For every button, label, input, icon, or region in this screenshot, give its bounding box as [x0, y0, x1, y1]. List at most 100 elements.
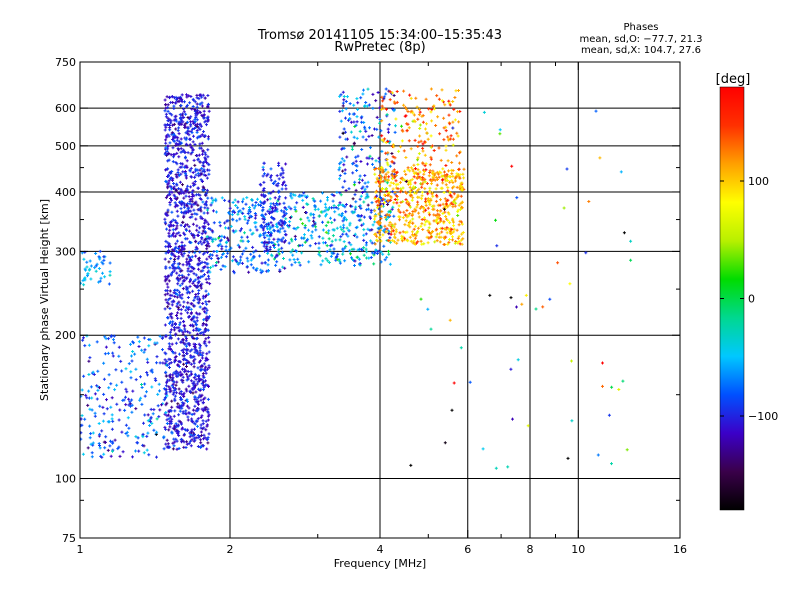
scatter-point: [192, 355, 196, 359]
scatter-point: [361, 135, 365, 139]
scatter-point: [261, 217, 265, 221]
scatter-point: [388, 98, 392, 102]
scatter-point: [326, 220, 330, 224]
scatter-point: [204, 428, 208, 432]
scatter-point: [361, 92, 365, 96]
scatter-point: [155, 417, 159, 421]
scatter-point: [185, 337, 188, 341]
scatter-point: [450, 172, 454, 176]
scatter-point: [177, 140, 181, 144]
scatter-point: [179, 202, 183, 206]
scatter-point: [93, 411, 97, 415]
scatter-point: [184, 172, 188, 176]
scatter-point: [167, 249, 171, 252]
scatter-point: [413, 207, 417, 211]
scatter-point: [80, 431, 83, 435]
scatter-point: [392, 201, 396, 205]
scatter-point: [389, 196, 393, 200]
scatter-point: [293, 208, 297, 211]
scatter-point: [341, 104, 345, 108]
scatter-point: [174, 429, 178, 433]
scatter-point: [269, 175, 272, 179]
scatter-point: [301, 205, 305, 209]
scatter-point: [112, 338, 115, 342]
scatter-point: [163, 358, 167, 362]
scatter-point: [101, 419, 105, 423]
scatter-point: [199, 209, 203, 213]
scatter-point: [196, 157, 200, 161]
scatter-point: [182, 279, 186, 283]
scatter-point: [510, 164, 514, 168]
scatter-point: [353, 193, 357, 197]
scatter-point: [183, 123, 186, 127]
scatter-point: [357, 247, 361, 251]
scatter-point: [338, 162, 342, 166]
scatter-point: [365, 185, 369, 189]
scatter-point: [354, 164, 358, 167]
scatter-point: [373, 220, 377, 224]
scatter-point: [282, 201, 286, 205]
scatter-point: [270, 210, 274, 214]
scatter-point: [173, 257, 177, 261]
scatter-point: [187, 305, 191, 309]
scatter-point: [420, 114, 424, 118]
scatter-point: [460, 188, 464, 192]
scatter-point: [98, 446, 102, 450]
scatter-point: [260, 223, 264, 227]
scatter-point: [97, 267, 101, 270]
scatter-point: [191, 250, 195, 254]
scatter-point: [180, 240, 184, 244]
scatter-point: [199, 134, 203, 138]
scatter-point: [291, 193, 295, 197]
scatter-point: [516, 358, 520, 362]
scatter-point: [362, 246, 366, 250]
scatter-point: [106, 351, 110, 355]
scatter-point: [102, 412, 106, 416]
scatter-point: [307, 228, 310, 232]
scatter-point: [196, 301, 200, 305]
scatter-point: [197, 97, 201, 101]
scatter-point: [378, 117, 382, 121]
scatter-point: [428, 171, 432, 174]
scatter-point: [170, 300, 174, 304]
scatter-point: [177, 255, 181, 259]
scatter-point: [177, 231, 181, 235]
scatter-point: [137, 345, 141, 348]
scatter-point: [175, 232, 179, 236]
scatter-point: [274, 255, 278, 259]
scatter-point: [189, 302, 193, 306]
scatter-point: [416, 226, 420, 230]
scatter-point: [176, 316, 179, 320]
scatter-point: [175, 405, 179, 409]
scatter-point: [257, 203, 260, 207]
scatter-point: [186, 370, 190, 373]
scatter-point: [179, 150, 183, 154]
scatter-point: [349, 204, 352, 208]
scatter-point: [292, 226, 296, 230]
scatter-point: [205, 160, 208, 164]
scatter-point: [197, 374, 201, 378]
scatter-point: [201, 307, 205, 311]
scatter-point: [193, 201, 197, 205]
scatter-point: [376, 91, 380, 94]
scatter-point: [509, 367, 513, 371]
scatter-point: [109, 454, 113, 458]
scatter-point: [174, 370, 178, 374]
scatter-point: [189, 120, 193, 124]
scatter-point: [423, 187, 427, 191]
scatter-point: [446, 189, 450, 193]
scatter-point: [432, 213, 436, 217]
scatter-point: [209, 236, 213, 240]
scatter-point: [374, 248, 378, 252]
scatter-point: [381, 99, 385, 103]
scatter-point: [429, 327, 433, 331]
scatter-point: [369, 256, 373, 259]
scatter-point: [273, 209, 277, 213]
scatter-point: [206, 266, 210, 270]
scatter-point: [430, 144, 434, 148]
scatter-point: [82, 336, 85, 340]
scatter-point: [189, 258, 193, 261]
scatter-point: [194, 173, 198, 177]
scatter-point: [96, 388, 100, 392]
scatter-point: [176, 311, 179, 315]
